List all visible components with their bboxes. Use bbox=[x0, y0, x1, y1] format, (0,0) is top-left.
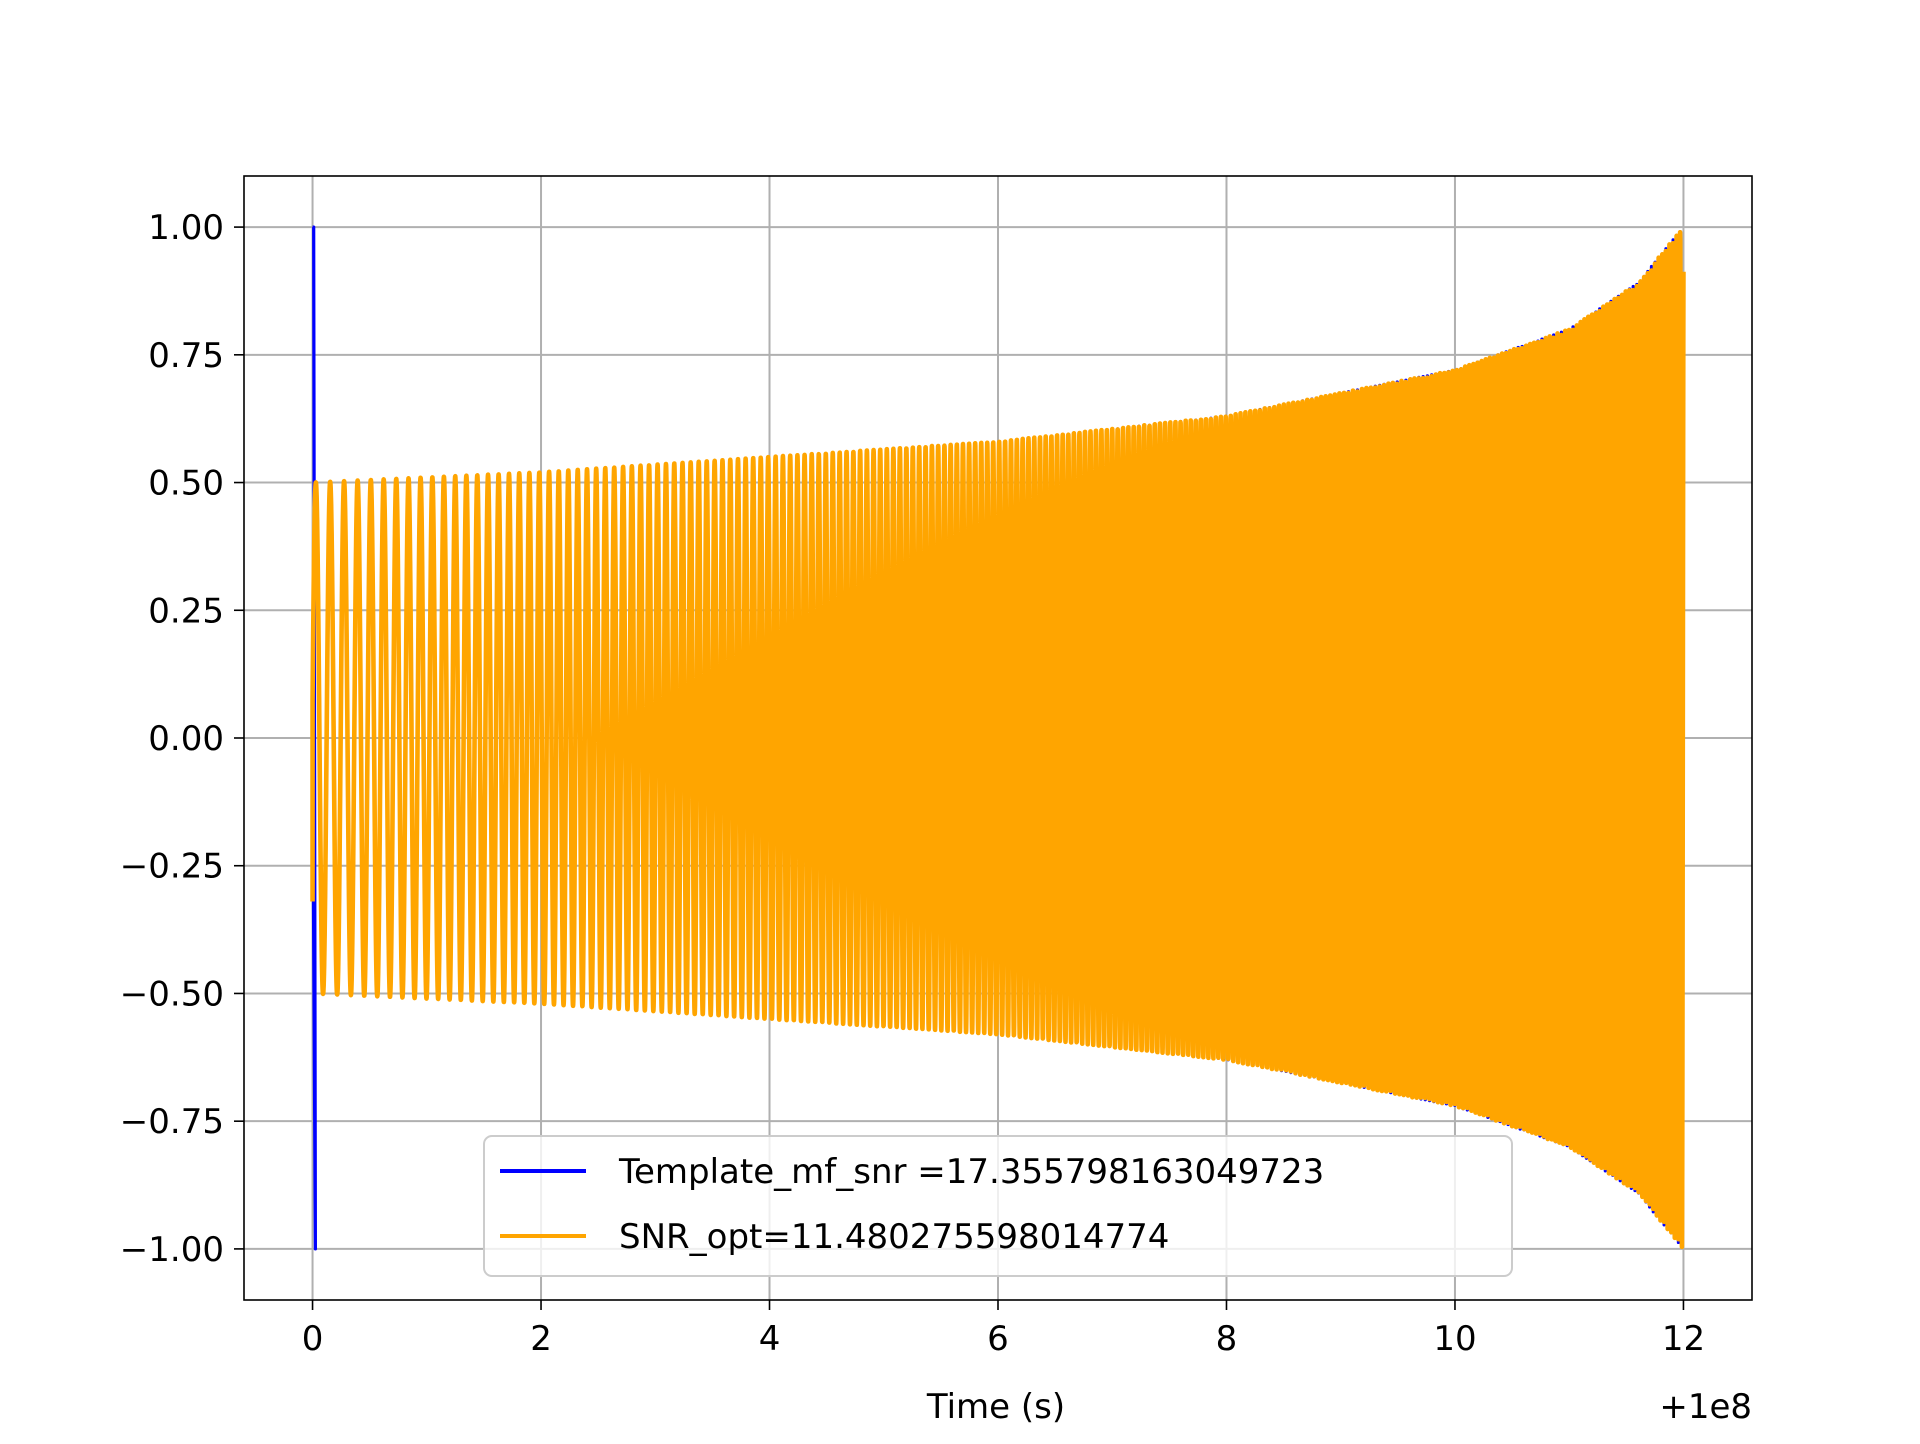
x-axis-offset-label: +1e8 bbox=[1659, 1387, 1752, 1427]
legend: Template_mf_snr =17.355798163049723 SNR_… bbox=[483, 1135, 1513, 1277]
y-tick-label: 0.50 bbox=[148, 464, 224, 504]
axis-ticks: 0 2 4 6 8 10 12 1.00 0.75 0.50 0.25 0.00 −0.25 −0.50 −… bbox=[120, 208, 1705, 1359]
series-layer bbox=[310, 225, 1686, 1251]
legend-label-template: Template_mf_snr =17.355798163049723 bbox=[618, 1152, 1324, 1192]
y-tick-label: 0.00 bbox=[148, 719, 224, 759]
y-tick-label: −0.75 bbox=[120, 1102, 224, 1142]
x-tick-label: 10 bbox=[1433, 1319, 1476, 1359]
x-tick-label: 4 bbox=[759, 1319, 781, 1359]
y-tick-label: 1.00 bbox=[148, 208, 224, 248]
y-tick-label: −0.50 bbox=[120, 974, 224, 1014]
legend-label-snr-opt: SNR_opt=11.480275598014774 bbox=[619, 1217, 1169, 1257]
legend-box bbox=[483, 1135, 1513, 1277]
x-tick-label: 8 bbox=[1216, 1319, 1238, 1359]
y-tick-label: −1.00 bbox=[120, 1230, 224, 1270]
x-tick-label: 2 bbox=[530, 1319, 552, 1359]
y-tick-label: 0.75 bbox=[148, 336, 224, 376]
y-tick-label: 0.25 bbox=[148, 591, 224, 631]
x-axis-label: Time (s) bbox=[926, 1387, 1065, 1427]
x-tick-label: 0 bbox=[302, 1319, 324, 1359]
series-line-snr-opt bbox=[310, 230, 1686, 1250]
x-tick-label: 6 bbox=[987, 1319, 1009, 1359]
y-tick-label: −0.25 bbox=[120, 847, 224, 887]
x-tick-label: 12 bbox=[1662, 1319, 1705, 1359]
